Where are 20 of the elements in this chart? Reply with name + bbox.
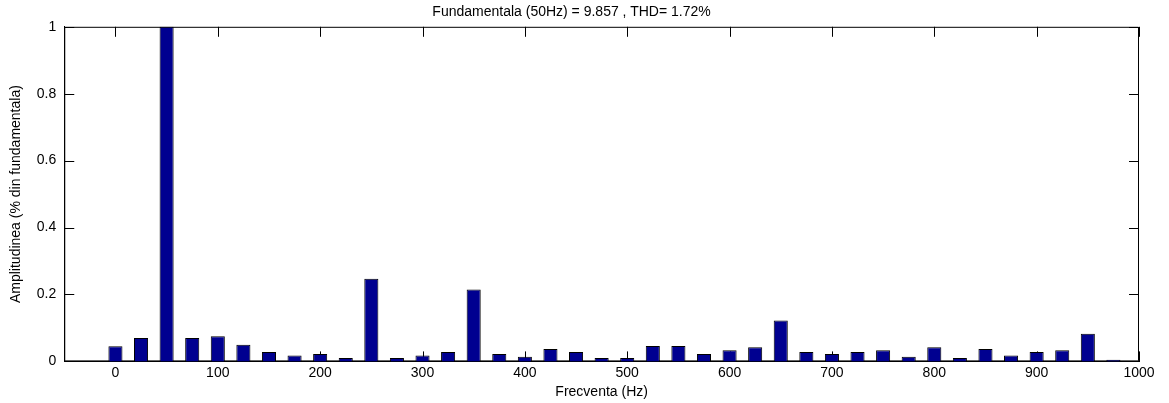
x-tick-label: 700 (820, 363, 844, 380)
y-tick-label: 1 (48, 17, 57, 34)
x-tick-label: 600 (717, 363, 742, 380)
x-tick-label: 500 (615, 363, 640, 380)
chart-title: Fundamentala (50Hz) = 9.857 , THD= 1.72% (432, 3, 711, 20)
y-tick-label: 0.6 (36, 151, 57, 168)
x-tick-label: 1000 (1123, 363, 1155, 380)
y-tick-label: 0.2 (36, 285, 57, 302)
y-tick-label: 0.4 (36, 218, 57, 235)
y-tick-label: 0 (48, 352, 57, 369)
x-axis-title: Frecventa (Hz) (555, 383, 648, 400)
y-tick-label: 0.8 (36, 84, 57, 101)
x-tick-label: 400 (513, 363, 537, 380)
x-tick-label: 800 (922, 363, 947, 380)
x-tick-label: 900 (1024, 363, 1049, 380)
x-tick-label: 200 (308, 363, 333, 380)
y-axis-title: Amplitudinea (% din fundamentala) (7, 85, 24, 304)
x-tick-label: 100 (206, 363, 230, 380)
x-tick-label: 300 (410, 363, 435, 380)
x-tick-label: 0 (111, 363, 120, 380)
